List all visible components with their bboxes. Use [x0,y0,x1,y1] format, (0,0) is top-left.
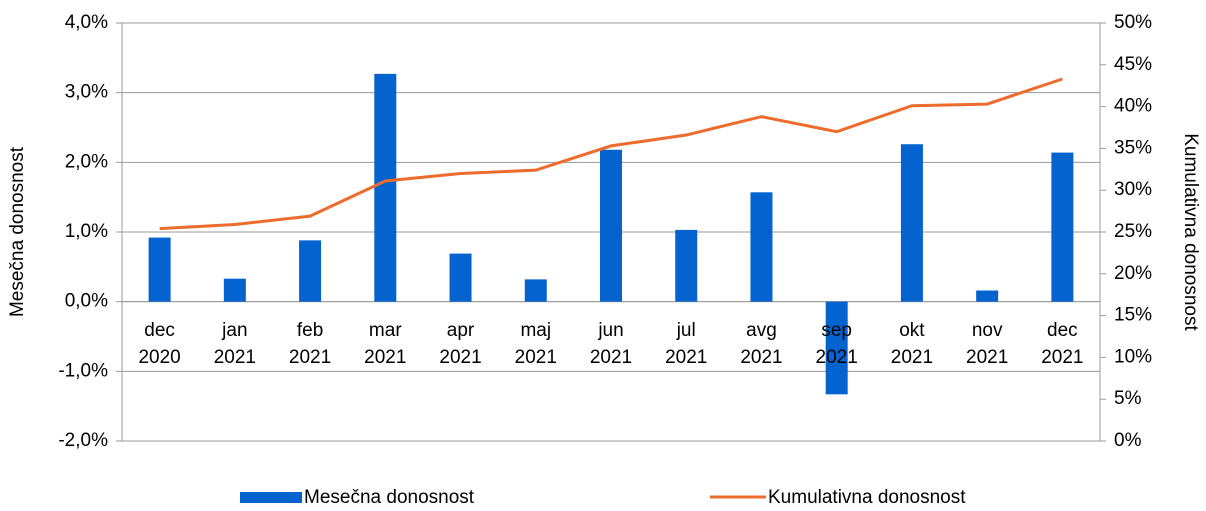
y2-tick-label: 30% [1114,179,1152,200]
x-tick-label: dec 2020 [138,319,181,368]
y2-axis-title: Kumulativna donosnost [1180,133,1201,331]
bar [148,237,171,302]
y2-tick-label: 35% [1114,137,1152,158]
x-tick-label: jul 2021 [665,319,708,368]
x-tick-label: dec 2021 [1041,319,1084,368]
x-tick-label: sep 2021 [815,319,858,368]
bar [1051,152,1074,302]
bar [750,192,773,302]
legend-swatch [240,492,302,503]
y-tick-label: 2,0% [65,151,108,172]
bar [374,73,397,302]
x-tick-label: mar 2021 [364,319,407,368]
y2-tick-label: 15% [1114,305,1152,326]
bar [299,240,322,302]
bar [675,229,698,302]
x-tick-label: avg 2021 [740,319,783,368]
bar [223,278,246,302]
y-tick-label: 4,0% [65,12,108,33]
bar [825,301,848,395]
x-tick-label: apr 2021 [439,319,482,368]
bar [600,149,622,302]
y-tick-label: 3,0% [65,82,108,103]
bar [900,144,923,302]
legend-label: Kumulativna donosnost [768,487,966,508]
y2-tick-label: 25% [1114,221,1152,242]
y2-tick-label: 10% [1114,346,1152,367]
legend-label: Mesečna donosnost [304,487,475,508]
y2-tick-label: 5% [1114,388,1142,409]
y2-tick-label: 0% [1114,430,1142,451]
y-tick-label: -1,0% [58,360,108,381]
bar [976,290,999,302]
bar [449,253,472,302]
y-tick-label: 0,0% [65,291,108,312]
x-tick-label: feb 2021 [288,319,332,368]
x-tick-label: maj 2021 [514,319,557,368]
y2-tick-label: 20% [1114,263,1152,284]
y-axis-title: Mesečna donosnost [7,146,28,317]
y2-tick-label: 45% [1114,54,1152,75]
y-tick-label: -2,0% [58,430,108,451]
y2-tick-label: 50% [1114,12,1152,33]
line [159,77,1063,231]
x-tick-label: nov 2021 [966,319,1009,368]
bar [524,279,547,302]
y-tick-label: 1,0% [65,221,108,242]
x-tick-label: jan 2021 [213,319,256,368]
x-tick-label: okt 2021 [890,319,934,368]
x-tick-label: jun 2021 [589,319,633,368]
y2-tick-label: 40% [1114,96,1152,117]
